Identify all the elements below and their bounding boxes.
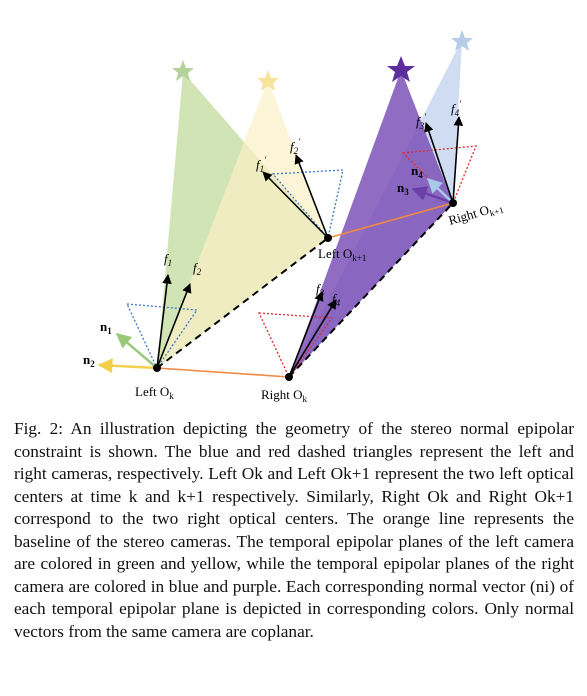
f3p-vector [424, 122, 454, 204]
f4p-vector [452, 116, 464, 204]
n2-vector [97, 358, 158, 374]
f1p-label: f1′ [256, 155, 267, 174]
n1-vector [115, 333, 158, 369]
f4-vector [288, 299, 337, 378]
right-ok1-point [449, 199, 457, 207]
f1p-vector [262, 171, 329, 239]
n3-vector [411, 186, 454, 205]
blue-star-icon [451, 30, 473, 51]
left-camera-k1 [271, 169, 344, 240]
stereo-epipolar-diagram: Left Ok Left Ok+1 Right Ok Right Ok+1 f1… [83, 30, 505, 404]
yellow-star-icon [257, 70, 279, 91]
right-motion-line [288, 202, 454, 378]
left-camera-k [125, 303, 199, 370]
f2-vector [156, 283, 192, 369]
right-camera-k1 [401, 145, 478, 205]
baseline-k1 [327, 202, 454, 239]
f2p-vector [294, 154, 329, 239]
figure-caption: Fig. 2: An illustration depicting the ge… [14, 419, 574, 641]
right-ok-point [285, 373, 293, 381]
f2-label: f2 [193, 260, 202, 277]
f2p-label: f2′ [290, 137, 301, 156]
left-ok1-label: Left Ok+1 [318, 246, 366, 263]
n1-label: n1 [100, 319, 112, 336]
baseline-k [156, 367, 290, 378]
n2-label: n2 [83, 352, 95, 369]
n3-label: n3 [397, 180, 409, 197]
green-star-icon [172, 60, 194, 81]
left-ok-point [153, 364, 161, 372]
n4-label: n4 [411, 163, 423, 180]
f4-label: f4 [332, 291, 341, 308]
right-ok-label: Right Ok [261, 387, 308, 404]
f3p-label: f3′ [416, 112, 427, 131]
f1-vector [156, 274, 172, 369]
left-ok1-point [324, 234, 332, 242]
f3-vector [288, 291, 324, 378]
yellow-epipolar-plane [157, 80, 328, 368]
left-ok-label: Left Ok [135, 384, 174, 401]
f1-label: f1 [164, 251, 172, 268]
f4p-label: f4′ [451, 99, 462, 118]
n4-vector [426, 177, 454, 204]
f3-label: f3 [316, 281, 325, 298]
purple-star-icon [387, 56, 415, 82]
right-camera-k [257, 312, 334, 379]
